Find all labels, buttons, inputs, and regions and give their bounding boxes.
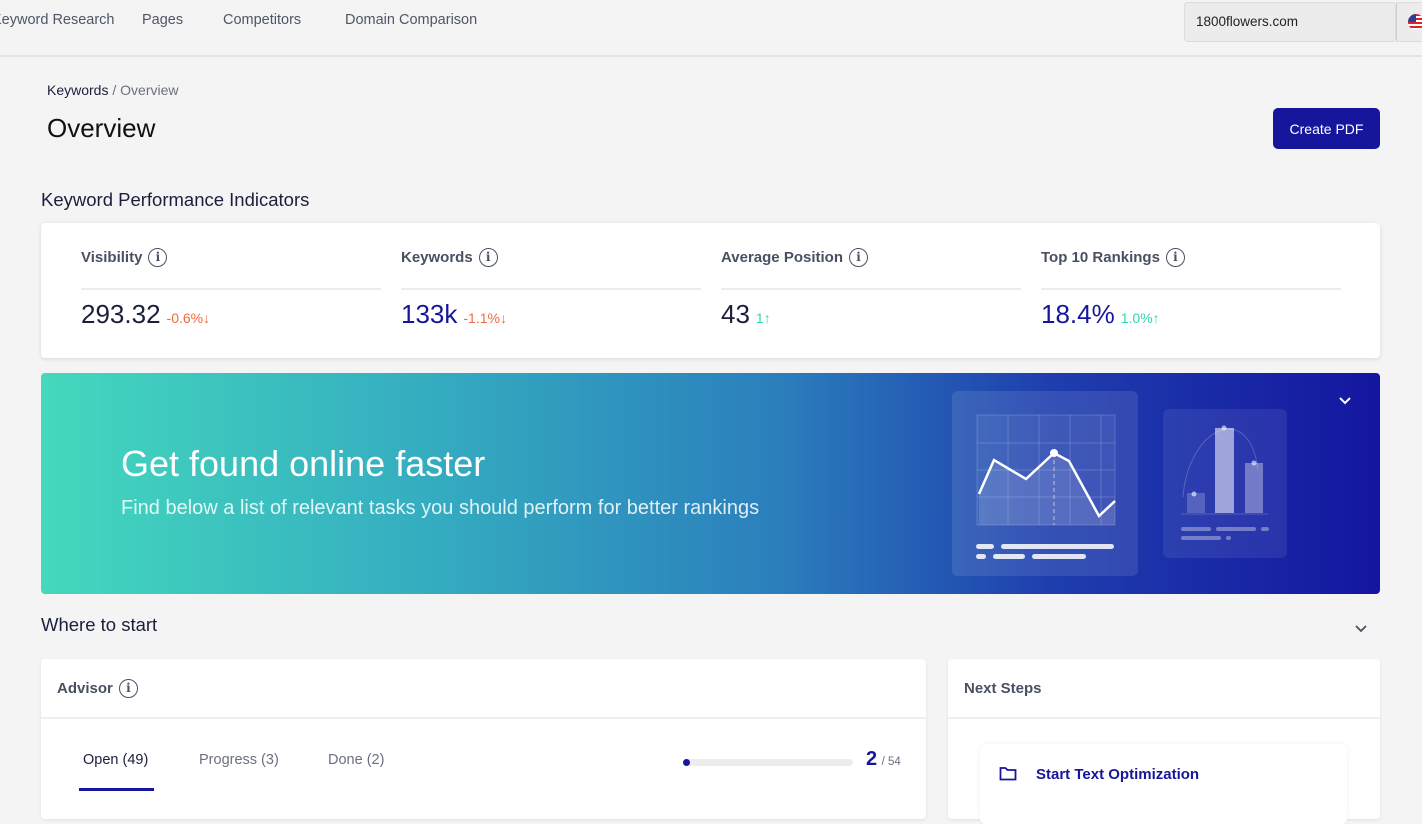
nav-keyword-research[interactable]: Keyword Research [0, 12, 115, 28]
tab-progress[interactable]: Progress (3) [199, 752, 279, 768]
info-icon[interactable]: i [1165, 248, 1185, 267]
kpi-label: Visibility [81, 249, 143, 266]
arrow-down-icon: ↓ [499, 310, 507, 326]
collapse-banner-chevron-icon[interactable] [1338, 396, 1352, 406]
kpi-change: 1↑ [756, 310, 771, 326]
nav-domain-comparison[interactable]: Domain Comparison [345, 12, 478, 28]
top-navigation: Keyword Research Pages Competitors Domai… [0, 0, 1422, 57]
page-title: Overview [47, 113, 156, 143]
info-icon[interactable]: i [148, 248, 168, 267]
domain-selector[interactable]: 1800flowers.com [1184, 2, 1396, 42]
kpi-value-row: 293.32 -0.6%↓ [81, 299, 210, 330]
kpi-divider [401, 288, 701, 290]
kpi-label-row: Keywords i [401, 248, 498, 267]
nav-pages[interactable]: Pages [142, 12, 184, 28]
kpi-change-value: 1.0% [1120, 310, 1153, 326]
banner-heading: Get found online faster [121, 443, 486, 484]
kpi-value-row: 43 1↑ [721, 299, 771, 330]
active-tab-indicator [79, 788, 154, 791]
folder-icon [999, 767, 1017, 781]
breadcrumb: Keywords / Overview [47, 82, 179, 98]
advisor-header: Advisor i [41, 659, 926, 719]
arrow-up-icon: ↑ [1152, 310, 1160, 326]
kpi-change: 1.0%↑ [1121, 310, 1160, 326]
advisor-progress-count: 2 / 54 [866, 748, 901, 771]
create-pdf-button[interactable]: Create PDF [1273, 108, 1380, 149]
kpi-value-row: 18.4% 1.0%↑ [1041, 299, 1160, 330]
done-count: 2 [866, 748, 878, 770]
nav-competitors[interactable]: Competitors [223, 12, 302, 28]
kpi-change: -1.1%↓ [463, 310, 507, 326]
kpi-value: 18.4% [1041, 299, 1115, 329]
banner-subtext: Find below a list of relevant tasks you … [121, 497, 760, 519]
kpi-label-row: Top 10 Rankings i [1041, 248, 1185, 267]
kpi-divider [721, 288, 1021, 290]
country-selector[interactable] [1396, 2, 1422, 42]
promo-banner: Get found online faster Find below a lis… [41, 373, 1380, 594]
total-count: / 54 [881, 756, 901, 768]
breadcrumb-keywords[interactable]: Keywords [47, 82, 109, 98]
kpi-divider [81, 288, 381, 290]
kpi-change-value: -0.6% [166, 310, 204, 326]
kpi-label-row: Visibility i [81, 248, 168, 267]
kpi-change: -0.6%↓ [167, 310, 211, 326]
kpi-value: 293.32 [81, 299, 161, 329]
kpi-label: Keywords [401, 249, 473, 266]
advisor-title: Advisor [57, 679, 113, 697]
progress-fill [683, 759, 690, 766]
tab-open[interactable]: Open (49) [83, 752, 149, 768]
start-text-optimization-link[interactable]: Start Text Optimization [1036, 766, 1200, 783]
next-step-item[interactable]: Start Text Optimization [980, 744, 1347, 824]
kpi-value: 133k [401, 299, 458, 329]
where-to-start-heading: Where to start [41, 614, 158, 635]
where-to-start-chevron-icon[interactable] [1354, 624, 1368, 634]
advisor-card: Advisor i Open (49) Progress (3) Done (2… [41, 659, 926, 819]
kpi-change-value: 1 [755, 310, 764, 326]
kpi-divider [1041, 288, 1341, 290]
kpi-label-row: Average Position i [721, 248, 868, 267]
kpi-heading: Keyword Performance Indicators [41, 189, 310, 210]
kpi-label: Top 10 Rankings [1041, 249, 1160, 266]
breadcrumb-separator: / [112, 82, 117, 98]
info-icon[interactable]: i [848, 248, 868, 267]
bar-chart-illustration [1163, 409, 1287, 558]
kpi-change-value: -1.1% [463, 310, 500, 326]
arrow-up-icon: ↑ [763, 310, 771, 326]
kpi-value: 43 [721, 299, 750, 329]
arrow-down-icon: ↓ [203, 310, 211, 326]
kpi-label: Average Position [721, 249, 843, 266]
advisor-progress-bar [683, 759, 853, 766]
info-icon[interactable]: i [478, 248, 498, 267]
kpi-card: Visibility i 293.32 -0.6%↓ Keywords i 133k -1… [41, 223, 1380, 358]
next-steps-card: Next Steps Start Text Optimization [948, 659, 1380, 824]
tab-done[interactable]: Done (2) [328, 752, 385, 768]
line-chart-illustration [952, 391, 1138, 576]
next-steps-header: Next Steps [948, 659, 1380, 719]
us-flag-icon [1408, 14, 1422, 30]
kpi-value-row: 133k -1.1%↓ [401, 299, 507, 330]
info-icon[interactable]: i [118, 678, 138, 698]
breadcrumb-current: Overview [120, 82, 179, 98]
